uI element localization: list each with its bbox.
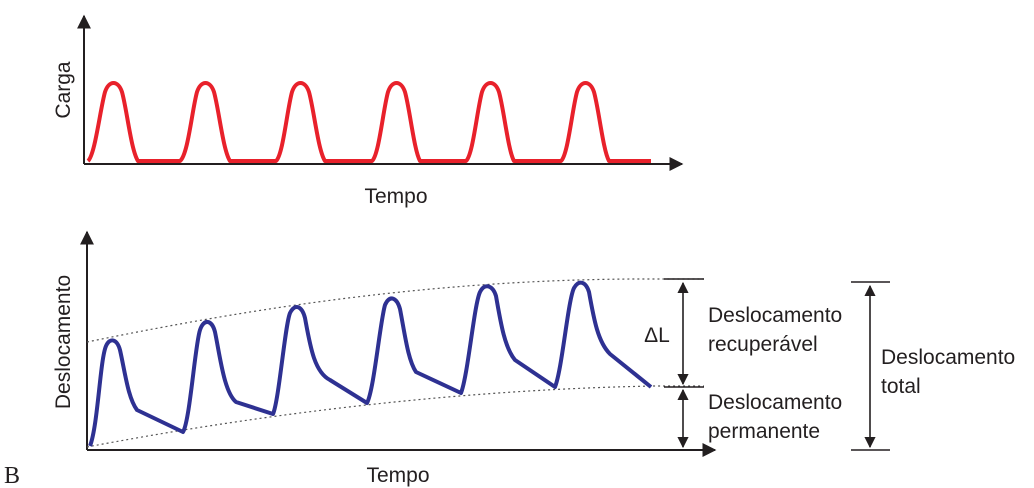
displacement-chart: Deslocamento Tempo — [52, 230, 717, 487]
panel-label: B — [4, 463, 20, 488]
total-label: Deslocamento total — [881, 346, 1021, 398]
dimension-annotations: ΔL Deslocamento recuperável Deslocamento… — [644, 278, 1021, 451]
delta-l-label: ΔL — [644, 324, 670, 347]
displacement-curve — [88, 280, 653, 447]
load-chart: Carga Tempo — [52, 14, 684, 208]
recoverable-label-line1: Deslocamento — [708, 304, 842, 327]
recoverable-label: Deslocamento recuperável — [708, 304, 848, 356]
load-x-axis-label: Tempo — [364, 185, 427, 208]
displacement-y-axis-label: Deslocamento — [52, 275, 75, 409]
lower-envelope — [86, 385, 704, 448]
displacement-x-axis-label: Tempo — [366, 464, 429, 487]
total-label-line2: total — [881, 375, 921, 398]
recoverable-label-line2: recuperável — [708, 333, 818, 356]
permanent-label-line1: Deslocamento — [708, 391, 842, 414]
load-y-axis-label: Carga — [52, 61, 75, 119]
load-curve — [86, 81, 651, 163]
total-label-line1: Deslocamento — [881, 346, 1015, 369]
upper-envelope — [86, 278, 704, 343]
permanent-label: Deslocamento permanente — [708, 391, 848, 443]
permanent-label-line2: permanente — [708, 420, 820, 443]
